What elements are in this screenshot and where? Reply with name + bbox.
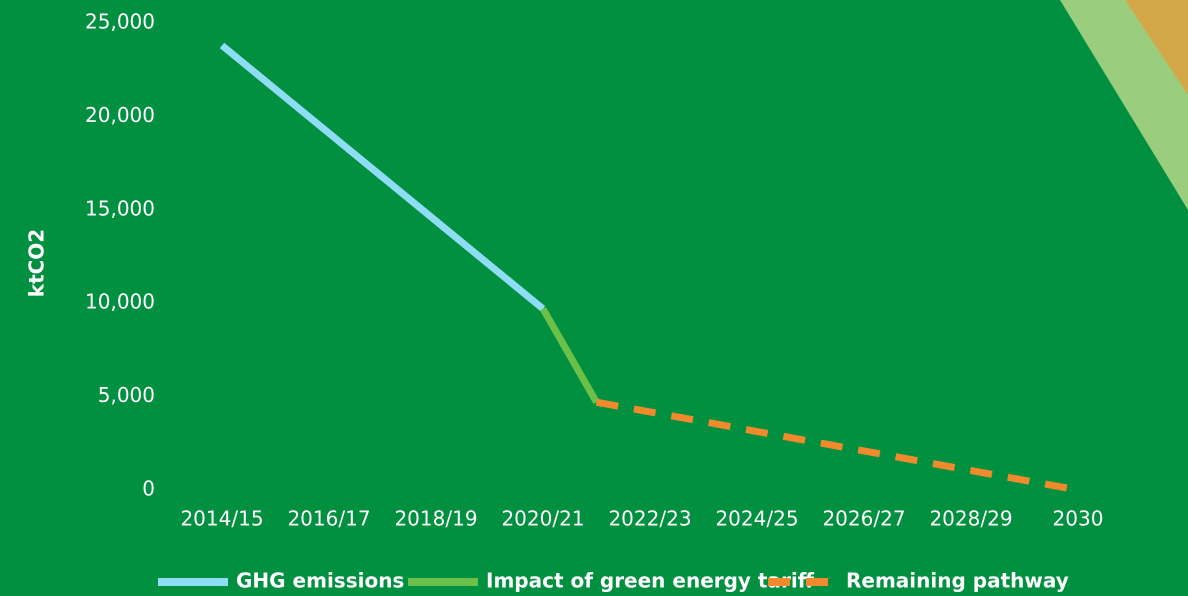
y-axis-label: ktCO2 — [25, 229, 49, 297]
legend-label: Remaining pathway — [846, 569, 1069, 593]
x-tick-label: 2024/25 — [715, 507, 798, 531]
y-tick-label: 25,000 — [85, 10, 155, 34]
y-tick-label: 20,000 — [85, 103, 155, 127]
x-tick-label: 2020/21 — [501, 507, 584, 531]
y-tick-label: 0 — [142, 477, 155, 501]
x-tick-label: 2016/17 — [287, 507, 370, 531]
data-line — [539, 307, 600, 404]
x-tick-label: 2018/19 — [394, 507, 477, 531]
x-tick-label: 2014/15 — [180, 507, 263, 531]
decorative-image — [1060, 0, 1188, 210]
x-tick-label: 2026/27 — [822, 507, 905, 531]
y-tick-label: 10,000 — [85, 290, 155, 314]
y-tick-label: 15,000 — [85, 196, 155, 220]
data-line — [219, 42, 546, 312]
decorative-image — [1125, 0, 1188, 95]
x-tick-label: 2030 — [1053, 507, 1104, 531]
legend-label: Impact of green energy tariff — [486, 569, 815, 593]
data-line — [595, 398, 1079, 494]
legend-label: GHG emissions — [236, 569, 404, 593]
y-tick-label: 5,000 — [98, 383, 155, 407]
x-tick-label: 2028/29 — [929, 507, 1012, 531]
x-tick-label: 2022/23 — [608, 507, 691, 531]
